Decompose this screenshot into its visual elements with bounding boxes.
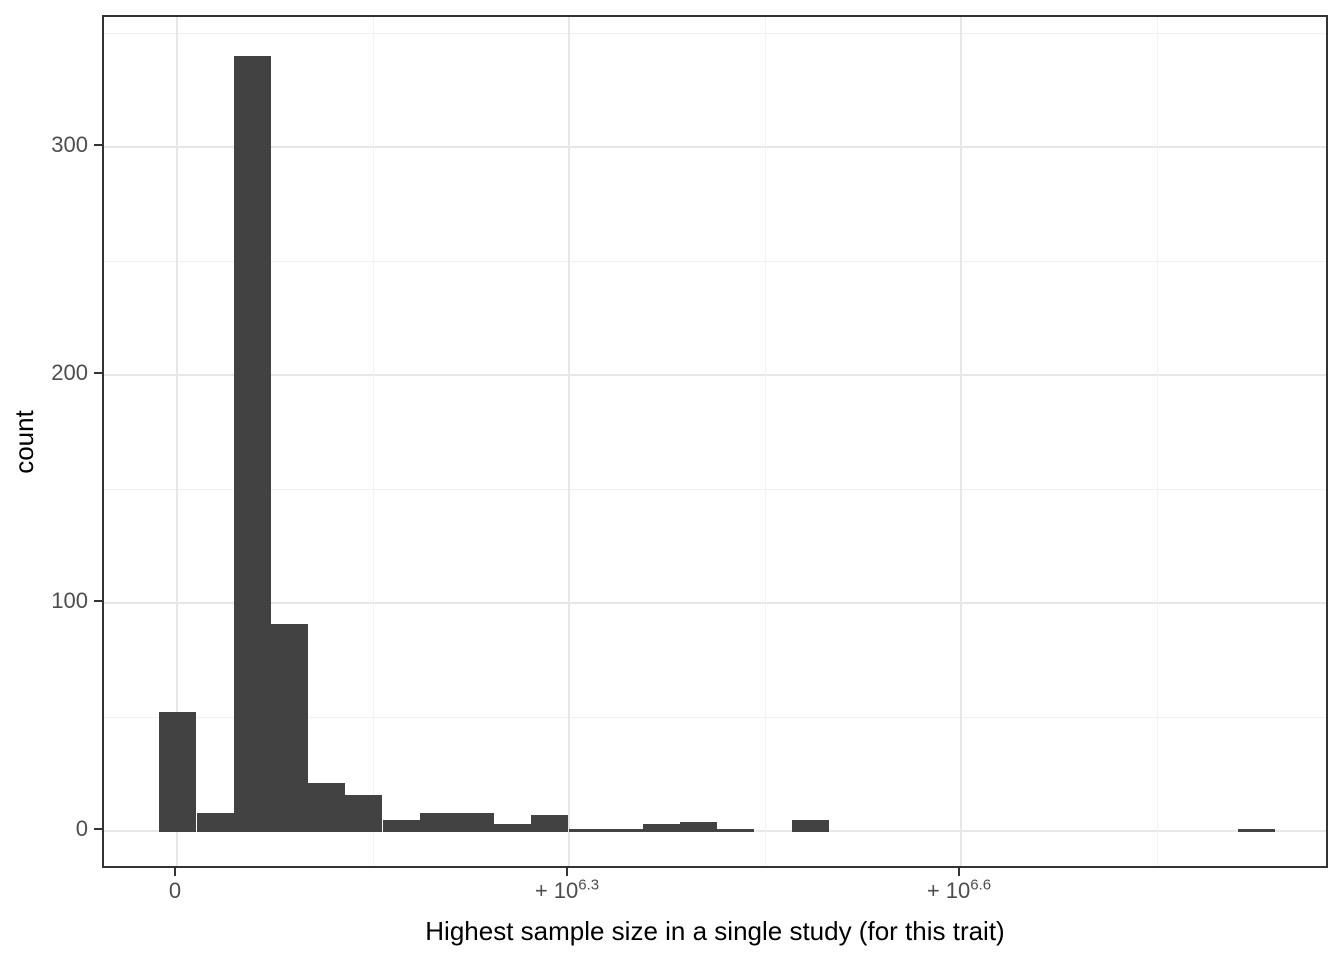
y-axis-tick [94, 600, 102, 603]
gridline-major-horizontal [104, 146, 1326, 149]
histogram-bar [345, 794, 383, 832]
x-axis-tick [958, 868, 960, 876]
y-axis-tick-label: 100 [51, 588, 88, 614]
histogram-bar [605, 828, 643, 832]
histogram-bar [196, 812, 234, 832]
histogram-bar [233, 56, 271, 832]
plot-area [104, 17, 1326, 866]
y-axis-tick [94, 828, 102, 830]
gridline-minor-horizontal [104, 33, 1326, 35]
gridline-major-vertical [960, 17, 962, 866]
x-axis-tick-label: + 106.3 [534, 876, 600, 903]
gridline-major-vertical [568, 17, 570, 866]
gridline-minor-vertical [765, 17, 766, 866]
gridline-minor-horizontal [104, 261, 1326, 263]
gridline-minor-vertical [1157, 17, 1158, 866]
histogram-bar [419, 812, 457, 832]
histogram-bar [456, 812, 495, 832]
x-tick-exponent: 6.3 [578, 876, 600, 894]
histogram-bar [717, 828, 755, 832]
histogram-bar [494, 824, 532, 832]
gridline-major-horizontal [104, 602, 1326, 605]
histogram-bar [680, 821, 718, 832]
histogram-bar [382, 819, 420, 832]
x-axis-tick-label: + 106.6 [926, 876, 992, 903]
gridline-major-horizontal [104, 374, 1326, 377]
histogram-bar [568, 828, 606, 832]
gridline-minor-vertical [373, 17, 374, 866]
histogram-bar [270, 623, 309, 832]
histogram-bar [308, 783, 346, 832]
plot-panel [102, 15, 1328, 868]
x-axis-title: Highest sample size in a single study (f… [425, 916, 1005, 946]
y-axis-tick-label: 300 [51, 132, 88, 158]
gridline-major-vertical [176, 17, 178, 866]
x-axis-tick [174, 868, 176, 876]
y-axis-tick-label: 0 [75, 816, 88, 841]
x-axis-tick [566, 868, 568, 876]
x-axis-tick-label: 0 [168, 878, 182, 903]
histogram-bar [531, 815, 569, 832]
y-axis-tick-label: 200 [51, 360, 88, 386]
histogram-bar [1238, 828, 1276, 832]
histogram-bar [159, 712, 197, 832]
histogram-bar [642, 824, 681, 832]
gridline-minor-horizontal [104, 489, 1326, 491]
x-tick-exponent: 6.6 [970, 876, 992, 894]
histogram-bar [791, 819, 829, 832]
y-axis-tick [94, 372, 102, 375]
gridline-minor-horizontal [104, 717, 1326, 719]
y-axis-tick [94, 144, 102, 147]
y-axis-title: count [9, 409, 39, 474]
